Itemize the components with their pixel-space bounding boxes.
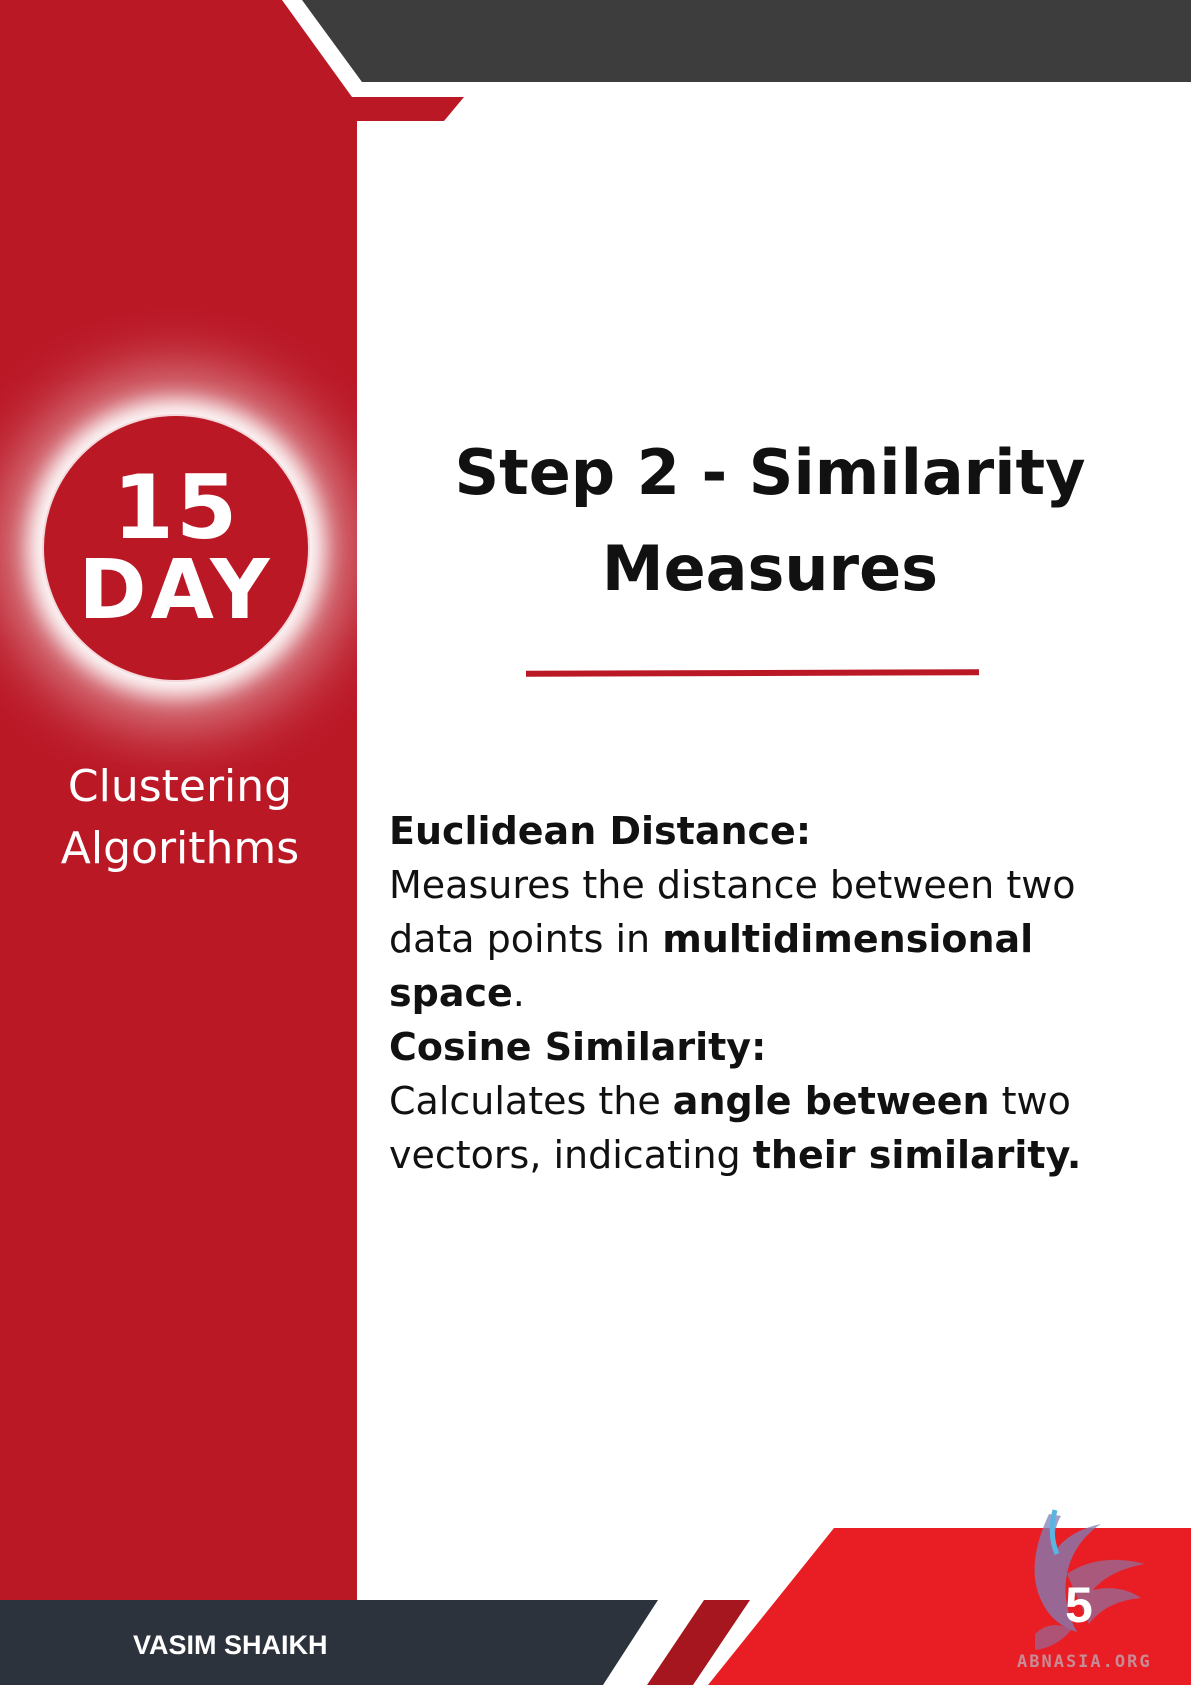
subject-label: Clustering Algorithms	[0, 756, 360, 880]
body-text: two vectors, indicating	[389, 1079, 1071, 1177]
section-heading: Euclidean Distance:	[389, 809, 812, 853]
cosine-section: Cosine Similarity: Calculates the angle …	[389, 1020, 1169, 1182]
body-text: .	[512, 971, 525, 1015]
subject-line-1: Clustering	[67, 761, 293, 812]
badge-number: 15	[112, 455, 240, 559]
body-emphasis: angle between	[672, 1079, 990, 1123]
body-text: Calculates the	[389, 1079, 673, 1123]
page-number: 5	[1065, 1577, 1093, 1633]
author-name: VASIM SHAIKH	[133, 1630, 328, 1660]
title-line-2: Measures	[601, 532, 939, 605]
section-heading: Cosine Similarity:	[389, 1025, 767, 1069]
bottom-dark-stripe	[647, 1600, 750, 1685]
body-emphasis: their similarity.	[752, 1133, 1082, 1177]
section-body: Calculates the angle between two vectors…	[389, 1074, 1169, 1182]
badge-unit: DAY	[78, 542, 274, 638]
watermark-text: ABNASIA.ORG	[1017, 1652, 1152, 1672]
page-title: Step 2 - Similarity Measures	[380, 425, 1160, 617]
bottom-navy-band	[0, 1600, 658, 1685]
subject-line-2: Algorithms	[60, 823, 300, 874]
top-dark-band	[302, 0, 1191, 82]
body-text: Measures the distance between two data p…	[389, 863, 1076, 961]
section-body: Measures the distance between two data p…	[389, 858, 1169, 1020]
title-line-1: Step 2 - Similarity	[454, 436, 1086, 509]
watermark-logo-icon	[1034, 1509, 1145, 1650]
euclidean-section: Euclidean Distance: Measures the distanc…	[389, 804, 1169, 1020]
day-badge: 15 DAY	[42, 414, 310, 682]
bottom-red-band	[708, 1528, 1191, 1685]
body-emphasis: multidimensional space	[389, 917, 1034, 1015]
top-red-corner	[0, 0, 464, 1600]
